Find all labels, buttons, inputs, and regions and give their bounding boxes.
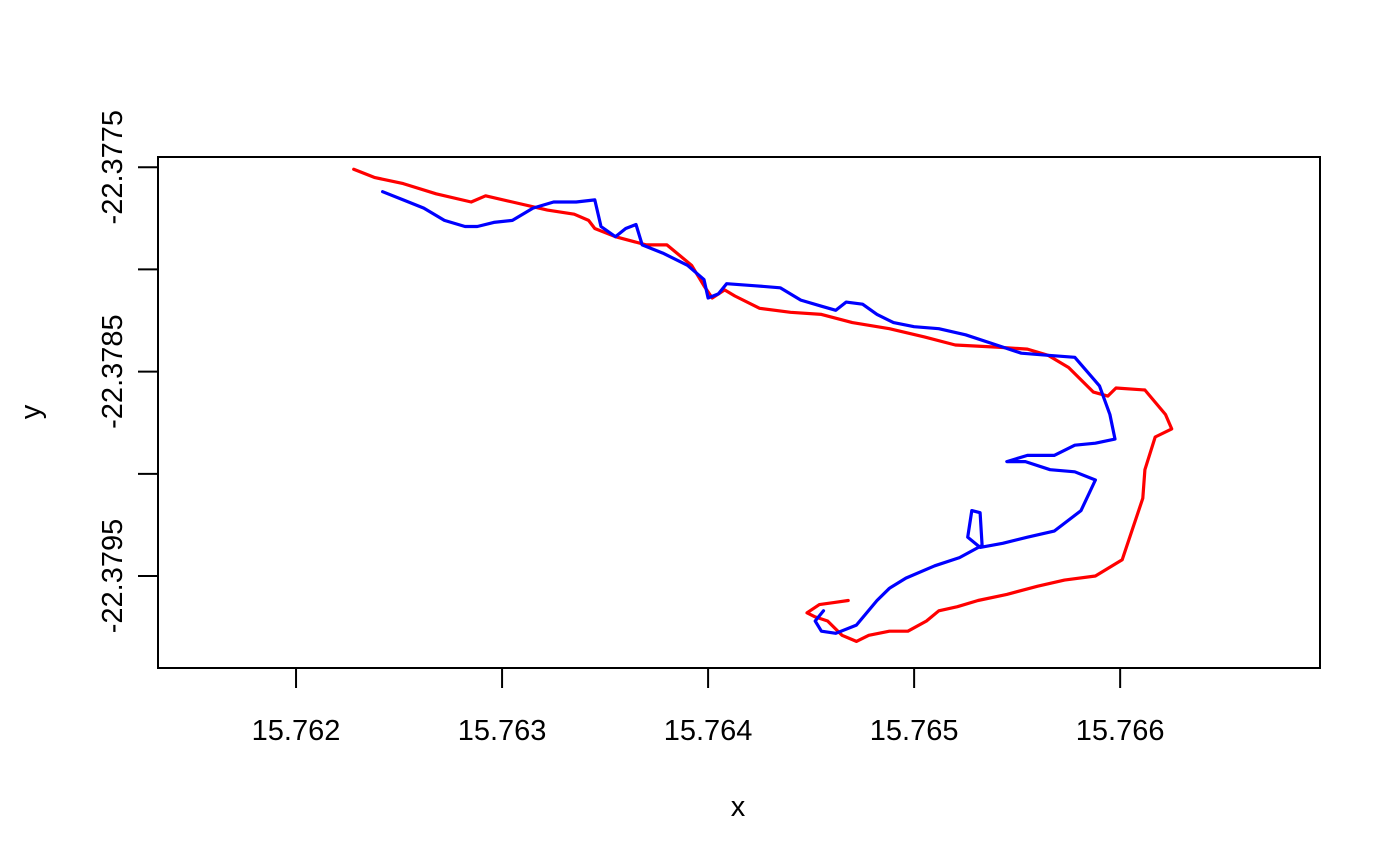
x-tick-label: 15.764 bbox=[664, 715, 753, 747]
x-axis: 15.762 15.763 15.764 15.765 15.766 bbox=[252, 667, 1165, 747]
y-tick-label: -22.3775 bbox=[97, 110, 129, 225]
y-axis: -22.3775 -22.3785 -22.3795 bbox=[97, 110, 159, 634]
y-tick-label: -22.3785 bbox=[97, 314, 129, 429]
x-tick-label: 15.763 bbox=[458, 715, 547, 747]
x-axis-label: x bbox=[731, 791, 746, 823]
series-1-line bbox=[352, 167, 1174, 643]
series-layer bbox=[352, 167, 1174, 643]
x-tick-label: 15.762 bbox=[252, 715, 341, 747]
x-tick-label: 15.766 bbox=[1076, 715, 1165, 747]
y-tick-label: -22.3795 bbox=[97, 519, 129, 634]
x-tick-label: 15.765 bbox=[870, 715, 959, 747]
y-axis-label: y bbox=[15, 404, 47, 419]
series-2-line bbox=[381, 190, 1117, 635]
